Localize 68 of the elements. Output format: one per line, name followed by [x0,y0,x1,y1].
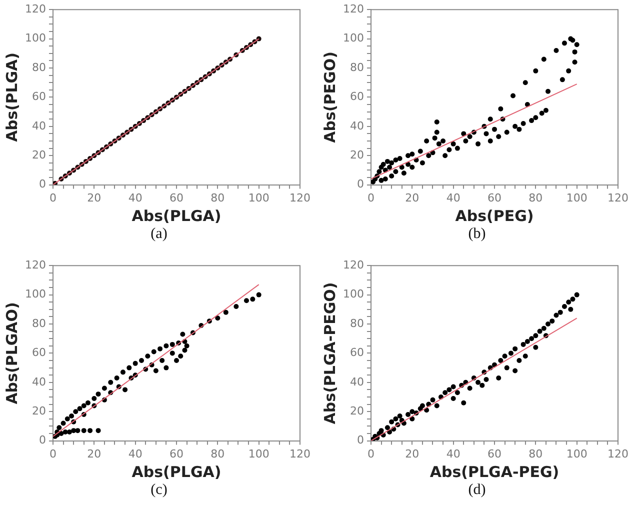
y-tick-label: 40 [350,375,364,388]
y-tick-label: 60 [350,90,364,104]
x-tick-label: 0 [367,191,374,204]
y-tick-label: 20 [32,148,46,162]
x-tick-label: 100 [566,191,588,204]
x-tick-label: 80 [210,191,225,204]
x-tick-label: 100 [248,447,270,460]
x-tick-label: 40 [128,447,142,460]
x-tick-label: 80 [210,447,225,460]
y-tick-label: 100 [24,32,46,45]
x-tick-label: 80 [528,447,543,460]
x-tick-label: 0 [49,447,56,460]
x-tick-label: 20 [405,191,420,204]
y-tick-label: 120 [24,258,46,272]
y-tick-label: 80 [32,60,46,74]
y-tick-label: 40 [32,119,46,132]
x-tick-label: 60 [488,191,502,204]
y-tick-label: 120 [24,2,46,16]
y-tick-label: 120 [342,258,364,272]
x-tick-label: 40 [446,191,460,204]
text: (c) [150,482,168,499]
y-axis-title: Abs(PLGA-PEGO) [320,282,339,424]
text: (b) [468,226,486,243]
x-tick-label: 60 [488,447,502,460]
x-tick-label: 0 [49,191,56,204]
x-tick-label: 60 [170,191,184,204]
x-tick-label: 100 [566,447,588,460]
x-tick-label: 120 [608,447,628,460]
x-tick-label: 0 [367,447,374,460]
y-tick-label: 80 [350,316,364,330]
x-tick-label: 20 [405,447,420,460]
x-tick-label: 100 [248,191,270,204]
y-tick-label: 0 [356,434,364,447]
y-tick-label: 100 [342,288,364,301]
x-tick-label: 20 [87,447,102,460]
y-tick-label: 40 [350,119,364,132]
x-axis-title: Abs(PLGA) [132,206,222,225]
y-axis-title: Abs(PEGO) [320,52,339,143]
y-tick-label: 60 [32,90,46,104]
y-tick-label: 20 [32,404,46,418]
x-tick-label: 20 [87,191,102,204]
y-tick-label: 80 [32,316,46,330]
y-tick-label: 100 [24,288,46,301]
y-axis-title: Abs(PLGAO) [2,302,21,404]
text: (d) [468,482,486,499]
y-tick-label: 20 [350,404,364,418]
y-tick-label: 60 [350,346,364,360]
text: (a) [150,226,168,243]
y-tick-label: 0 [38,178,46,191]
x-tick-label: 80 [528,191,543,204]
y-tick-label: 0 [38,434,46,447]
x-tick-label: 40 [446,447,460,460]
x-tick-label: 120 [290,447,310,460]
y-axis-title: Abs(PLGA) [2,52,21,142]
x-tick-label: 40 [128,191,142,204]
x-axis-title: Abs(PLGA-PEG) [430,462,560,481]
y-tick-label: 40 [32,375,46,388]
y-tick-label: 0 [356,178,364,191]
y-tick-label: 60 [32,346,46,360]
y-tick-label: 20 [350,148,364,162]
x-axis-title: Abs(PEG) [455,206,534,225]
y-tick-label: 120 [342,2,364,16]
y-tick-label: 80 [350,60,364,74]
x-tick-label: 120 [290,191,310,204]
x-axis-title: Abs(PLGA) [132,462,222,481]
x-tick-label: 60 [170,447,184,460]
y-tick-label: 100 [342,32,364,45]
x-tick-label: 120 [608,191,628,204]
